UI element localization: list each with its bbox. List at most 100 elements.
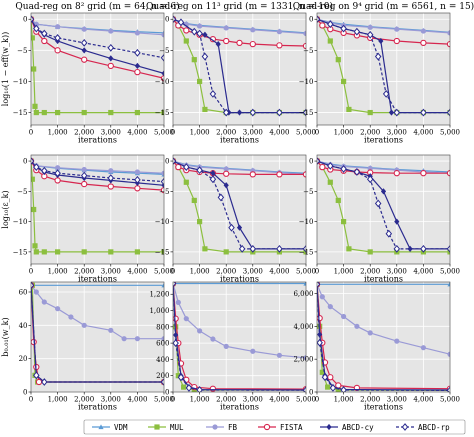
x-tick-label: 2,000	[216, 268, 236, 276]
data-point	[196, 166, 203, 175]
y-tick-label: −15	[155, 248, 170, 256]
x-tick-label: 1,000	[334, 396, 354, 404]
data-point	[303, 249, 306, 255]
data-point	[236, 224, 243, 231]
data-point	[32, 103, 38, 109]
data-point	[210, 336, 216, 342]
data-point	[81, 26, 87, 32]
data-point	[447, 351, 450, 357]
series-fista	[31, 157, 164, 194]
data-point	[161, 336, 164, 342]
data-point	[223, 343, 229, 349]
data-point	[134, 30, 140, 36]
panel-5: 0 1,000 2,000 3,000 4,000 5,0000−5−10−15itera…	[155, 154, 316, 284]
data-point	[54, 177, 61, 184]
data-point	[31, 206, 37, 213]
data-point	[41, 37, 48, 45]
series-abcd-rp	[317, 15, 450, 117]
data-point	[380, 188, 387, 195]
data-point	[374, 199, 382, 208]
data-point	[35, 378, 43, 386]
data-point	[394, 338, 400, 344]
x-tick-label: 0	[171, 268, 175, 276]
series-fb	[317, 282, 450, 357]
data-point	[160, 53, 164, 62]
data-point	[183, 38, 189, 44]
series-line	[317, 160, 450, 250]
data-point	[108, 109, 114, 116]
data-point	[108, 168, 114, 174]
data-point	[222, 108, 230, 117]
data-point	[407, 245, 413, 252]
y-tick-label: −10	[155, 218, 170, 226]
plot-frame	[316, 281, 451, 393]
data-point	[107, 183, 114, 190]
x-tick-label: 3,000	[243, 268, 263, 276]
plot-frame	[172, 281, 307, 393]
panel-title: Quad-reg on 9⁴ grid (m = 6561, n = 15)	[293, 1, 474, 12]
data-point	[134, 62, 140, 70]
data-point	[185, 384, 193, 392]
data-point	[55, 24, 61, 30]
data-point	[393, 108, 401, 117]
y-tick-label: −15	[299, 248, 314, 256]
plot-area	[317, 157, 450, 255]
data-point	[319, 294, 325, 300]
legend-item-mul: MUL	[148, 423, 184, 432]
data-point	[175, 299, 181, 305]
data-point	[183, 179, 189, 185]
data-point	[161, 282, 164, 288]
series-line	[31, 284, 164, 340]
data-point	[340, 165, 347, 173]
x-tick-label: 2,000	[74, 396, 94, 404]
y-tick-label: −10	[13, 78, 28, 86]
y-tick-label: 200	[156, 372, 169, 380]
series-line	[31, 285, 164, 383]
x-tick-label: 2,000	[360, 268, 380, 276]
x-tick-label: 5,000	[440, 129, 460, 137]
data-point	[41, 166, 48, 175]
y-axis-label: b₀.₀₁(w_k)	[1, 317, 10, 356]
plot-frame	[30, 154, 165, 265]
data-point	[31, 282, 35, 290]
series-abcd-rp	[31, 157, 164, 186]
y-tick-label: 0	[309, 389, 313, 397]
x-tick-label: 4,000	[413, 396, 433, 404]
data-point	[341, 313, 347, 320]
x-tick-label: 0	[315, 396, 319, 404]
data-point	[447, 30, 450, 36]
x-tick-label: 5,000	[296, 268, 316, 276]
data-point	[367, 249, 373, 255]
x-tick-label: 1,000	[48, 268, 68, 276]
y-axis-label: log₁₀(ε_k)	[1, 190, 10, 228]
data-point	[319, 163, 326, 171]
y-tick-label: −5	[303, 47, 313, 55]
series-abcd-rp	[173, 282, 306, 392]
x-tick-label: 4,000	[413, 268, 433, 276]
data-point	[107, 62, 114, 70]
data-point	[209, 89, 217, 98]
x-tick-label: 2,000	[216, 129, 236, 137]
data-point	[249, 40, 256, 48]
data-point	[223, 249, 229, 255]
data-point	[107, 43, 115, 52]
x-axis-label: iterations	[220, 136, 259, 145]
y-tick-label: 20	[19, 355, 28, 363]
data-point	[31, 35, 35, 41]
legend-item-abcd-rp: ABCD-rp	[396, 423, 450, 432]
data-point	[276, 29, 282, 35]
series-line	[31, 160, 164, 183]
data-point	[81, 249, 87, 255]
x-tick-label: 5,000	[440, 396, 460, 404]
data-point	[217, 193, 225, 202]
data-point	[81, 109, 87, 116]
data-point	[319, 369, 325, 375]
data-point	[81, 47, 87, 54]
data-point	[134, 175, 141, 184]
data-point	[181, 384, 187, 390]
series-line	[173, 160, 306, 250]
data-point	[317, 282, 321, 289]
data-point	[32, 243, 38, 249]
x-tick-label: 4,000	[269, 268, 289, 276]
data-point	[327, 161, 334, 170]
